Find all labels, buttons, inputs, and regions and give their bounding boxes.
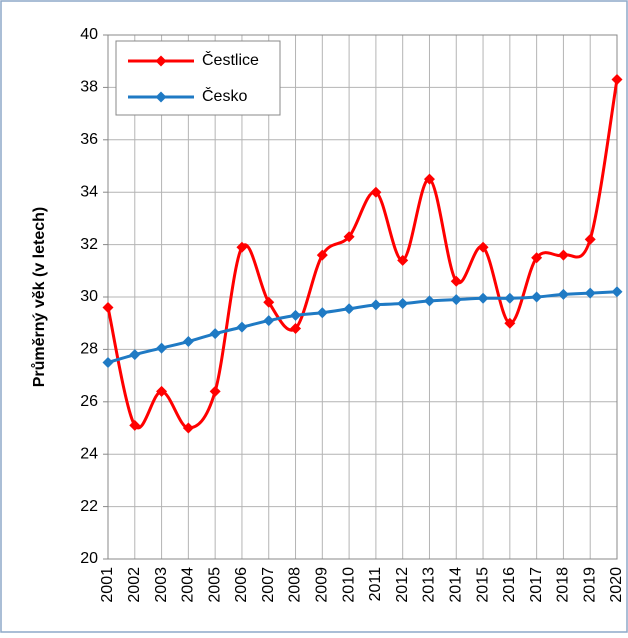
x-tick-label: 2014 <box>447 567 464 603</box>
x-tick-label: 2018 <box>555 567 572 603</box>
marker <box>423 295 435 307</box>
y-tick-label: 24 <box>80 445 98 462</box>
x-tick-label: 2015 <box>474 567 491 603</box>
marker <box>343 231 355 243</box>
y-tick-label: 20 <box>80 550 98 567</box>
legend-label: Čestlice <box>202 50 259 69</box>
y-tick-label: 32 <box>80 236 98 253</box>
marker <box>182 422 194 434</box>
marker <box>316 307 328 319</box>
marker <box>316 249 328 261</box>
x-tick-label: 2012 <box>394 567 411 603</box>
marker <box>209 328 221 340</box>
marker <box>209 385 221 397</box>
x-tick-label: 2020 <box>608 567 625 603</box>
y-tick-label: 38 <box>80 79 98 96</box>
marker <box>129 419 141 431</box>
legend <box>115 40 281 116</box>
marker <box>102 301 114 313</box>
y-tick-label: 22 <box>80 498 98 515</box>
marker <box>263 296 275 308</box>
x-tick-label: 2001 <box>99 567 116 603</box>
marker <box>611 74 623 86</box>
y-tick-label: 36 <box>80 131 98 148</box>
x-tick-label: 2016 <box>501 567 518 603</box>
marker <box>477 241 489 253</box>
legend-label: Česko <box>202 86 247 105</box>
marker <box>182 336 194 348</box>
x-tick-label: 2004 <box>180 567 197 603</box>
y-axis-label: Průměrný věk (v letech) <box>31 207 48 388</box>
marker <box>263 315 275 327</box>
marker <box>397 254 409 266</box>
marker <box>504 292 516 304</box>
y-tick-label: 30 <box>80 288 98 305</box>
x-tick-label: 2017 <box>528 567 545 603</box>
marker <box>343 303 355 315</box>
x-tick-label: 2007 <box>260 567 277 603</box>
marker <box>584 287 596 299</box>
x-tick-label: 2011 <box>367 567 384 602</box>
marker <box>611 286 623 298</box>
x-tick-label: 2009 <box>314 567 331 603</box>
marker <box>236 321 248 333</box>
marker <box>584 233 596 245</box>
x-tick-label: 2008 <box>287 567 304 603</box>
marker <box>450 275 462 287</box>
marker <box>397 298 409 310</box>
marker <box>290 322 302 334</box>
marker <box>129 349 141 361</box>
marker <box>557 288 569 300</box>
y-tick-label: 34 <box>80 183 98 200</box>
x-tick-label: 2010 <box>340 567 357 603</box>
marker <box>370 186 382 198</box>
x-tick-label: 2005 <box>206 567 223 603</box>
x-tick-label: 2013 <box>421 567 438 603</box>
marker <box>557 249 569 261</box>
x-tick-label: 2003 <box>153 567 170 603</box>
x-tick-label: 2019 <box>581 567 598 603</box>
marker <box>477 292 489 304</box>
marker <box>531 291 543 303</box>
x-tick-label: 2002 <box>126 567 143 603</box>
y-tick-label: 26 <box>80 393 98 410</box>
marker <box>504 317 516 329</box>
x-tick-label: 2006 <box>233 567 250 603</box>
marker <box>102 357 114 368</box>
marker <box>531 252 543 264</box>
marker <box>236 241 248 253</box>
marker <box>156 385 168 397</box>
y-tick-label: 40 <box>80 26 98 43</box>
legend-marker <box>155 91 167 103</box>
y-tick-label: 28 <box>80 341 98 358</box>
marker <box>450 294 462 306</box>
marker <box>290 309 302 321</box>
legend-marker <box>155 55 167 67</box>
marker <box>156 342 168 354</box>
marker <box>370 299 382 311</box>
marker <box>423 173 435 185</box>
